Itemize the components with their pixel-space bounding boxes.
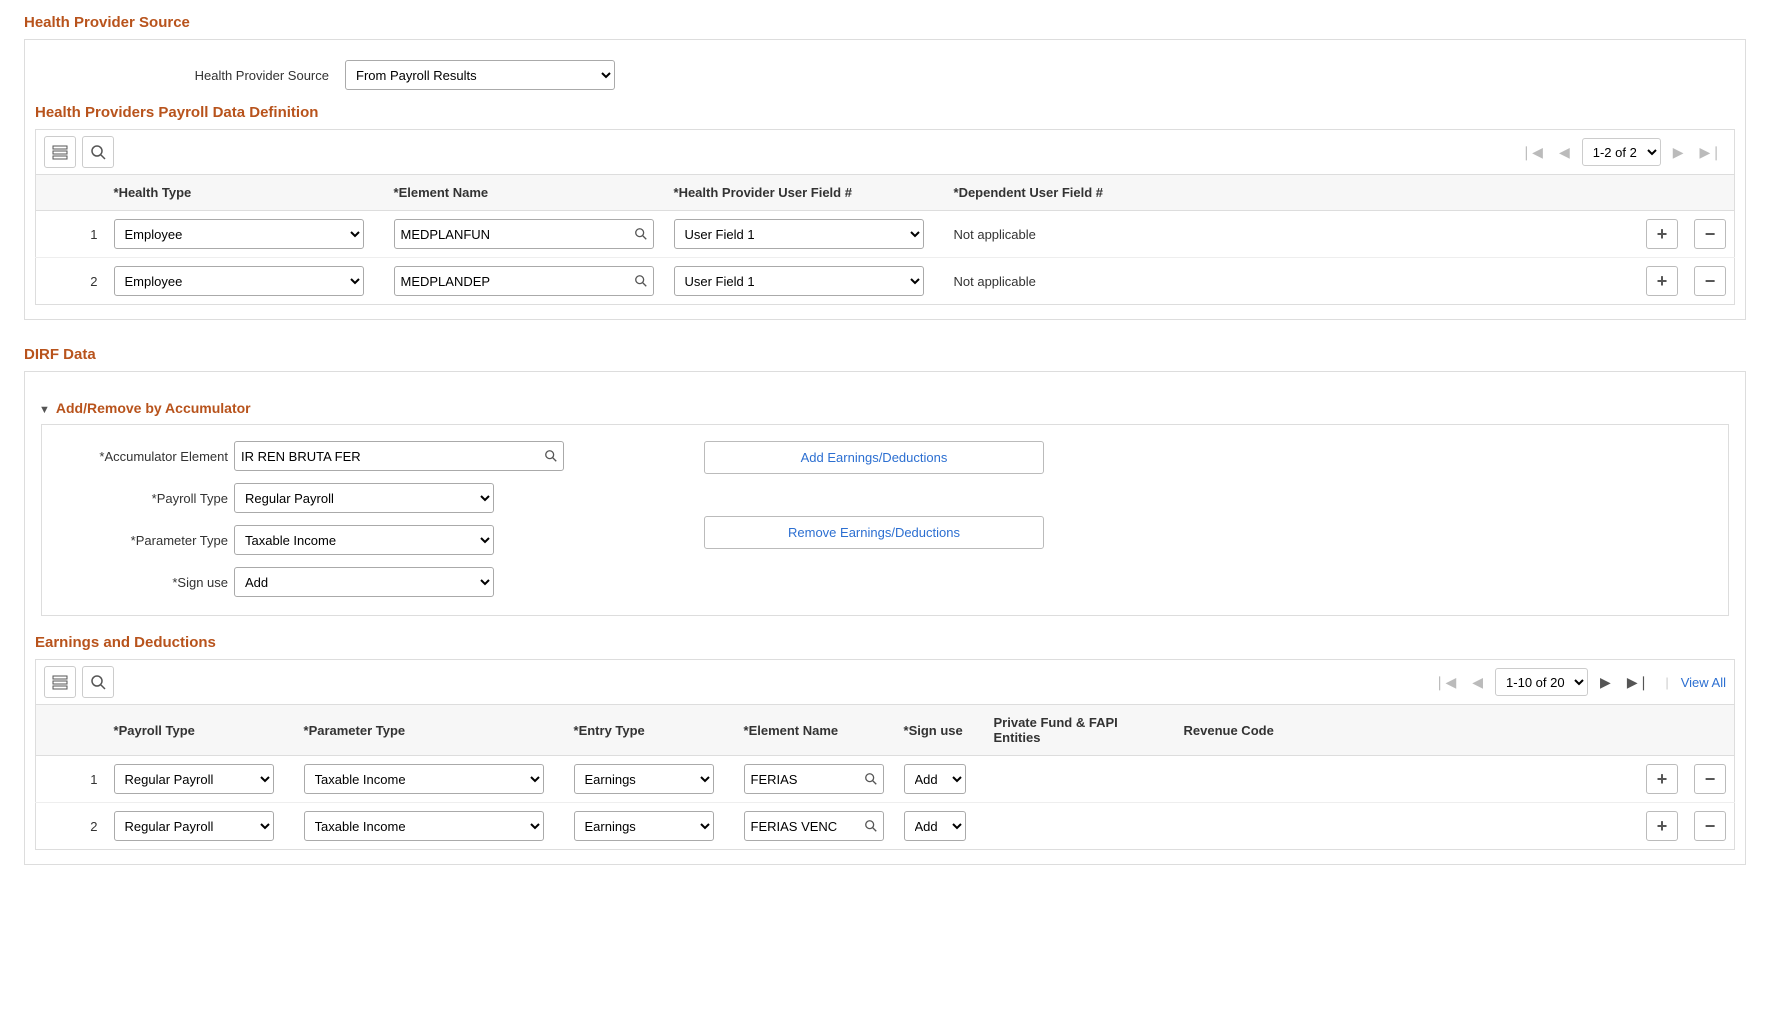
health-type-select[interactable]: Employee [114, 266, 364, 296]
add-earnings-deductions-button[interactable]: Add Earnings/Deductions [704, 441, 1044, 474]
parameter-type-label: Parameter Type [131, 533, 228, 548]
row-num: 2 [36, 803, 106, 850]
hp-user-field-select[interactable]: User Field 1 [674, 266, 924, 296]
entry-type-select[interactable]: Earnings [574, 811, 714, 841]
prev-page-icon[interactable]: ◀ [1555, 144, 1574, 161]
col-parameter-type: Parameter Type [304, 723, 406, 738]
search-icon[interactable] [82, 666, 114, 698]
col-element-name: Element Name [394, 185, 489, 200]
element-name-input[interactable] [394, 266, 654, 296]
health-providers-grid-title: Health Providers Payroll Data Definition [35, 104, 1735, 121]
acc-sign-use-select[interactable]: Add [234, 567, 494, 597]
remove-row-button[interactable]: − [1694, 219, 1726, 249]
dirf-data-title: DIRF Data [24, 346, 1746, 363]
col-private-fund: Private Fund & FAPI Entities [994, 715, 1118, 745]
add-row-button[interactable]: + [1646, 266, 1678, 296]
payroll-type-label: Payroll Type [152, 491, 228, 506]
row-num: 1 [36, 756, 106, 803]
grid-settings-icon[interactable] [44, 136, 76, 168]
payroll-type-select[interactable]: Regular Payroll [114, 811, 274, 841]
earn-ded-grid: Payroll Type Parameter Type Entry Type E… [35, 704, 1735, 850]
element-name-input[interactable] [394, 219, 654, 249]
accumulator-toggle[interactable]: ▼Add/Remove by Accumulator [39, 400, 1735, 416]
lookup-icon[interactable] [864, 772, 878, 786]
health-provider-source-box: Health Provider Source From Payroll Resu… [24, 39, 1746, 320]
acc-parameter-type-select[interactable]: Taxable Income [234, 525, 494, 555]
collapse-icon: ▼ [39, 404, 50, 416]
grid-settings-icon[interactable] [44, 666, 76, 698]
add-row-button[interactable]: + [1646, 764, 1678, 794]
next-page-icon[interactable]: ▶ [1669, 144, 1688, 161]
col-sign-use: Sign use [904, 723, 963, 738]
hp-grid-toolbar: ❘◀ ◀ 1-2 of 2 ▶ ▶❘ [35, 129, 1735, 174]
table-row: 1 Employee User Field 1 Not applicable +… [36, 211, 1735, 258]
separator: | [1661, 675, 1672, 690]
health-type-select[interactable]: Employee [114, 219, 364, 249]
hp-grid: Health Type Element Name Health Provider… [35, 174, 1735, 305]
lookup-icon[interactable] [544, 449, 558, 463]
prev-page-icon[interactable]: ◀ [1468, 674, 1487, 691]
hp-pager-select[interactable]: 1-2 of 2 [1582, 138, 1661, 166]
row-num: 2 [36, 258, 106, 305]
payroll-type-select[interactable]: Regular Payroll [114, 764, 274, 794]
hp-user-field-select[interactable]: User Field 1 [674, 219, 924, 249]
col-payroll-type: Payroll Type [114, 723, 195, 738]
parameter-type-select[interactable]: Taxable Income [304, 764, 544, 794]
accumulator-element-input[interactable] [234, 441, 564, 471]
sign-use-select[interactable]: Add [904, 811, 966, 841]
add-row-button[interactable]: + [1646, 219, 1678, 249]
col-dep-user-field: Dependent User Field # [954, 185, 1104, 200]
lookup-icon[interactable] [634, 227, 648, 241]
remove-row-button[interactable]: − [1694, 266, 1726, 296]
table-row: 2 Regular Payroll Taxable Income Earning… [36, 803, 1735, 850]
element-name-input[interactable] [744, 764, 884, 794]
remove-row-button[interactable]: − [1694, 811, 1726, 841]
entry-type-select[interactable]: Earnings [574, 764, 714, 794]
dep-user-field: Not applicable [946, 211, 1639, 258]
last-page-icon[interactable]: ▶❘ [1696, 144, 1727, 161]
table-row: 2 Employee User Field 1 Not applicable +… [36, 258, 1735, 305]
col-hp-user-field: Health Provider User Field # [674, 185, 852, 200]
health-provider-source-label: Health Provider Source [155, 68, 335, 83]
col-health-type: Health Type [114, 185, 192, 200]
table-row: 1 Regular Payroll Taxable Income Earning… [36, 756, 1735, 803]
lookup-icon[interactable] [634, 274, 648, 288]
remove-earnings-deductions-button[interactable]: Remove Earnings/Deductions [704, 516, 1044, 549]
parameter-type-select[interactable]: Taxable Income [304, 811, 544, 841]
lookup-icon[interactable] [864, 819, 878, 833]
health-provider-source-select[interactable]: From Payroll Results [345, 60, 615, 90]
dep-user-field: Not applicable [946, 258, 1639, 305]
last-page-icon[interactable]: ▶❘ [1623, 674, 1654, 691]
acc-elem-label: Accumulator Element [99, 449, 228, 464]
element-name-input[interactable] [744, 811, 884, 841]
dirf-data-box: ▼Add/Remove by Accumulator Accumulator E… [24, 371, 1746, 865]
add-row-button[interactable]: + [1646, 811, 1678, 841]
view-all-link[interactable]: View All [1681, 675, 1726, 690]
sign-use-select[interactable]: Add [904, 764, 966, 794]
row-num: 1 [36, 211, 106, 258]
search-icon[interactable] [82, 136, 114, 168]
accumulator-box: Accumulator Element Payroll Type Regular… [41, 424, 1729, 616]
health-provider-source-title: Health Provider Source [24, 14, 1746, 31]
sign-use-label: Sign use [172, 575, 228, 590]
col-element-name: Element Name [744, 723, 839, 738]
acc-payroll-type-select[interactable]: Regular Payroll [234, 483, 494, 513]
first-page-icon[interactable]: ❘◀ [1430, 674, 1461, 691]
first-page-icon[interactable]: ❘◀ [1516, 144, 1547, 161]
col-entry-type: Entry Type [574, 723, 645, 738]
earn-ded-pager-select[interactable]: 1-10 of 20 [1495, 668, 1588, 696]
remove-row-button[interactable]: − [1694, 764, 1726, 794]
col-revenue-code: Revenue Code [1184, 723, 1274, 738]
next-page-icon[interactable]: ▶ [1596, 674, 1615, 691]
earn-ded-toolbar: ❘◀ ◀ 1-10 of 20 ▶ ▶❘ | View All [35, 659, 1735, 704]
earn-ded-title: Earnings and Deductions [35, 634, 1735, 651]
